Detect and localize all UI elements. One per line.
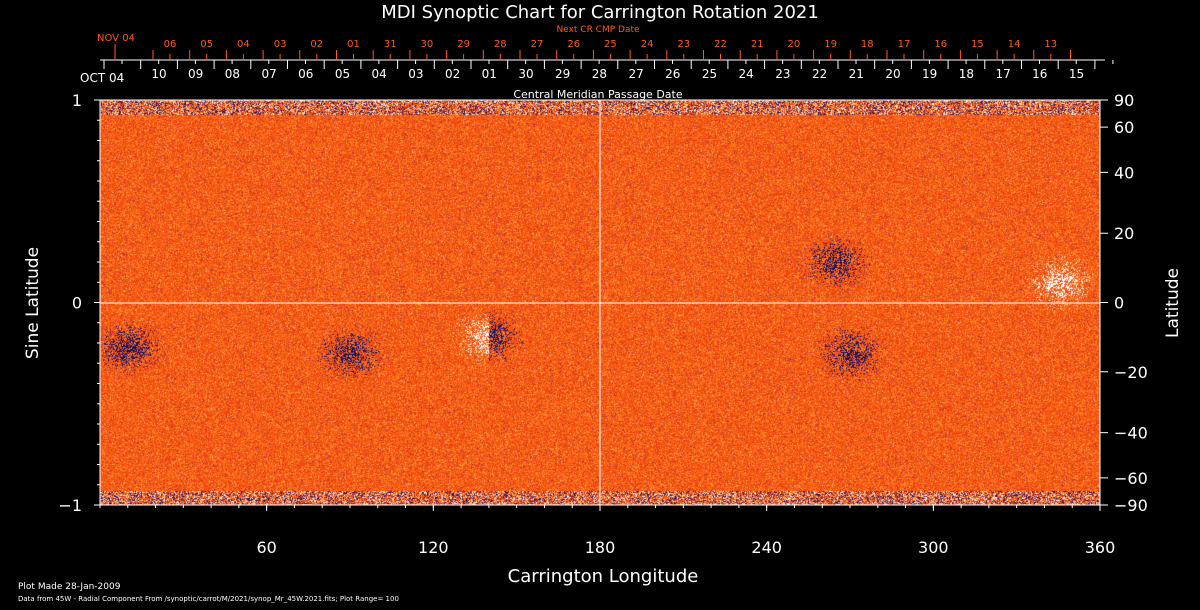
y-right-tick-label: −90 [1114,496,1148,515]
data-source-note: Data from 45W - Radial Component From /s… [18,595,399,603]
top-date-label: 03 [408,67,423,81]
top-axis-start: OCT 04 [80,71,124,85]
top-date-label: 17 [995,67,1010,81]
y-right-tick-label: −20 [1114,363,1148,382]
next-date-label: 23 [677,39,690,50]
next-date-label: 29 [457,39,470,50]
next-date-label: 22 [714,39,727,50]
top-date-label: 20 [885,67,900,81]
y-left-tick-label: 1 [72,91,82,110]
y-right-tick-label: 0 [1114,294,1124,313]
top-date-label: 21 [849,67,864,81]
y-axis-right-label: Latitude [1163,268,1183,338]
top-date-label: 18 [959,67,974,81]
next-date-label: 31 [384,39,397,50]
x-tick-label: 120 [418,538,449,557]
x-tick-label: 360 [1085,538,1116,557]
x-tick-label: 60 [256,538,276,557]
next-date-label: 19 [824,39,837,50]
top-date-label: 10 [151,67,166,81]
y-right-tick-label: 40 [1114,163,1134,182]
next-axis-start: NOV 04 [97,33,135,44]
next-date-label: 04 [237,39,250,50]
next-date-label: 15 [971,39,984,50]
next-date-label: 20 [788,39,801,50]
y-left-tick-label: −1 [58,496,82,515]
top-date-label: 22 [812,67,827,81]
top-date-label: 16 [1032,67,1047,81]
next-axis-title: Next CR CMP Date [556,25,640,35]
top-date-label: 26 [665,67,680,81]
x-axis-label: Carrington Longitude [508,566,699,587]
next-date-label: 17 [898,39,911,50]
next-date-label: 05 [200,39,213,50]
x-tick-label: 300 [918,538,949,557]
top-date-label: 15 [1069,67,1084,81]
top-date-label: 07 [261,67,276,81]
next-date-label: 03 [274,39,287,50]
y-right-tick-label: 90 [1114,91,1134,110]
top-date-label: 23 [775,67,790,81]
top-date-label: 30 [518,67,533,81]
top-date-label: 28 [592,67,607,81]
x-tick-label: 240 [751,538,782,557]
y-right-tick-label: −60 [1114,469,1148,488]
top-date-label: 01 [482,67,497,81]
top-date-label: 25 [702,67,717,81]
x-tick-label: 180 [585,538,616,557]
next-date-label: 25 [604,39,617,50]
plot-made-note: Plot Made 28-Jan-2009 [18,582,121,592]
y-right-tick-label: 60 [1114,118,1134,137]
next-date-label: 06 [164,39,177,50]
top-date-label: 08 [225,67,240,81]
top-date-label: 27 [628,67,643,81]
top-axis-title: Central Meridian Passage Date [513,88,682,101]
top-date-label: 24 [739,67,754,81]
next-date-label: 24 [641,39,654,50]
y-axis-left-label: Sine Latitude [23,247,43,359]
top-date-label: 06 [298,67,313,81]
next-date-label: 14 [1008,39,1021,50]
next-date-label: 02 [310,39,323,50]
next-date-label: 28 [494,39,507,50]
y-right-tick-label: 20 [1114,224,1134,243]
chart-title: MDI Synoptic Chart for Carrington Rotati… [381,2,819,23]
next-date-label: 27 [531,39,544,50]
top-date-label: 05 [335,67,350,81]
next-date-label: 01 [347,39,360,50]
top-date-label: 04 [372,67,387,81]
top-date-label: 02 [445,67,460,81]
top-date-label: 09 [188,67,203,81]
top-date-label: 29 [555,67,570,81]
next-date-label: 30 [421,39,434,50]
top-date-label: 19 [922,67,937,81]
next-date-label: 26 [567,39,580,50]
y-right-tick-label: −40 [1114,424,1148,443]
next-date-label: 18 [861,39,874,50]
next-date-label: 16 [934,39,947,50]
next-date-label: 13 [1044,39,1057,50]
next-date-label: 21 [751,39,764,50]
y-left-tick-label: 0 [72,294,82,313]
